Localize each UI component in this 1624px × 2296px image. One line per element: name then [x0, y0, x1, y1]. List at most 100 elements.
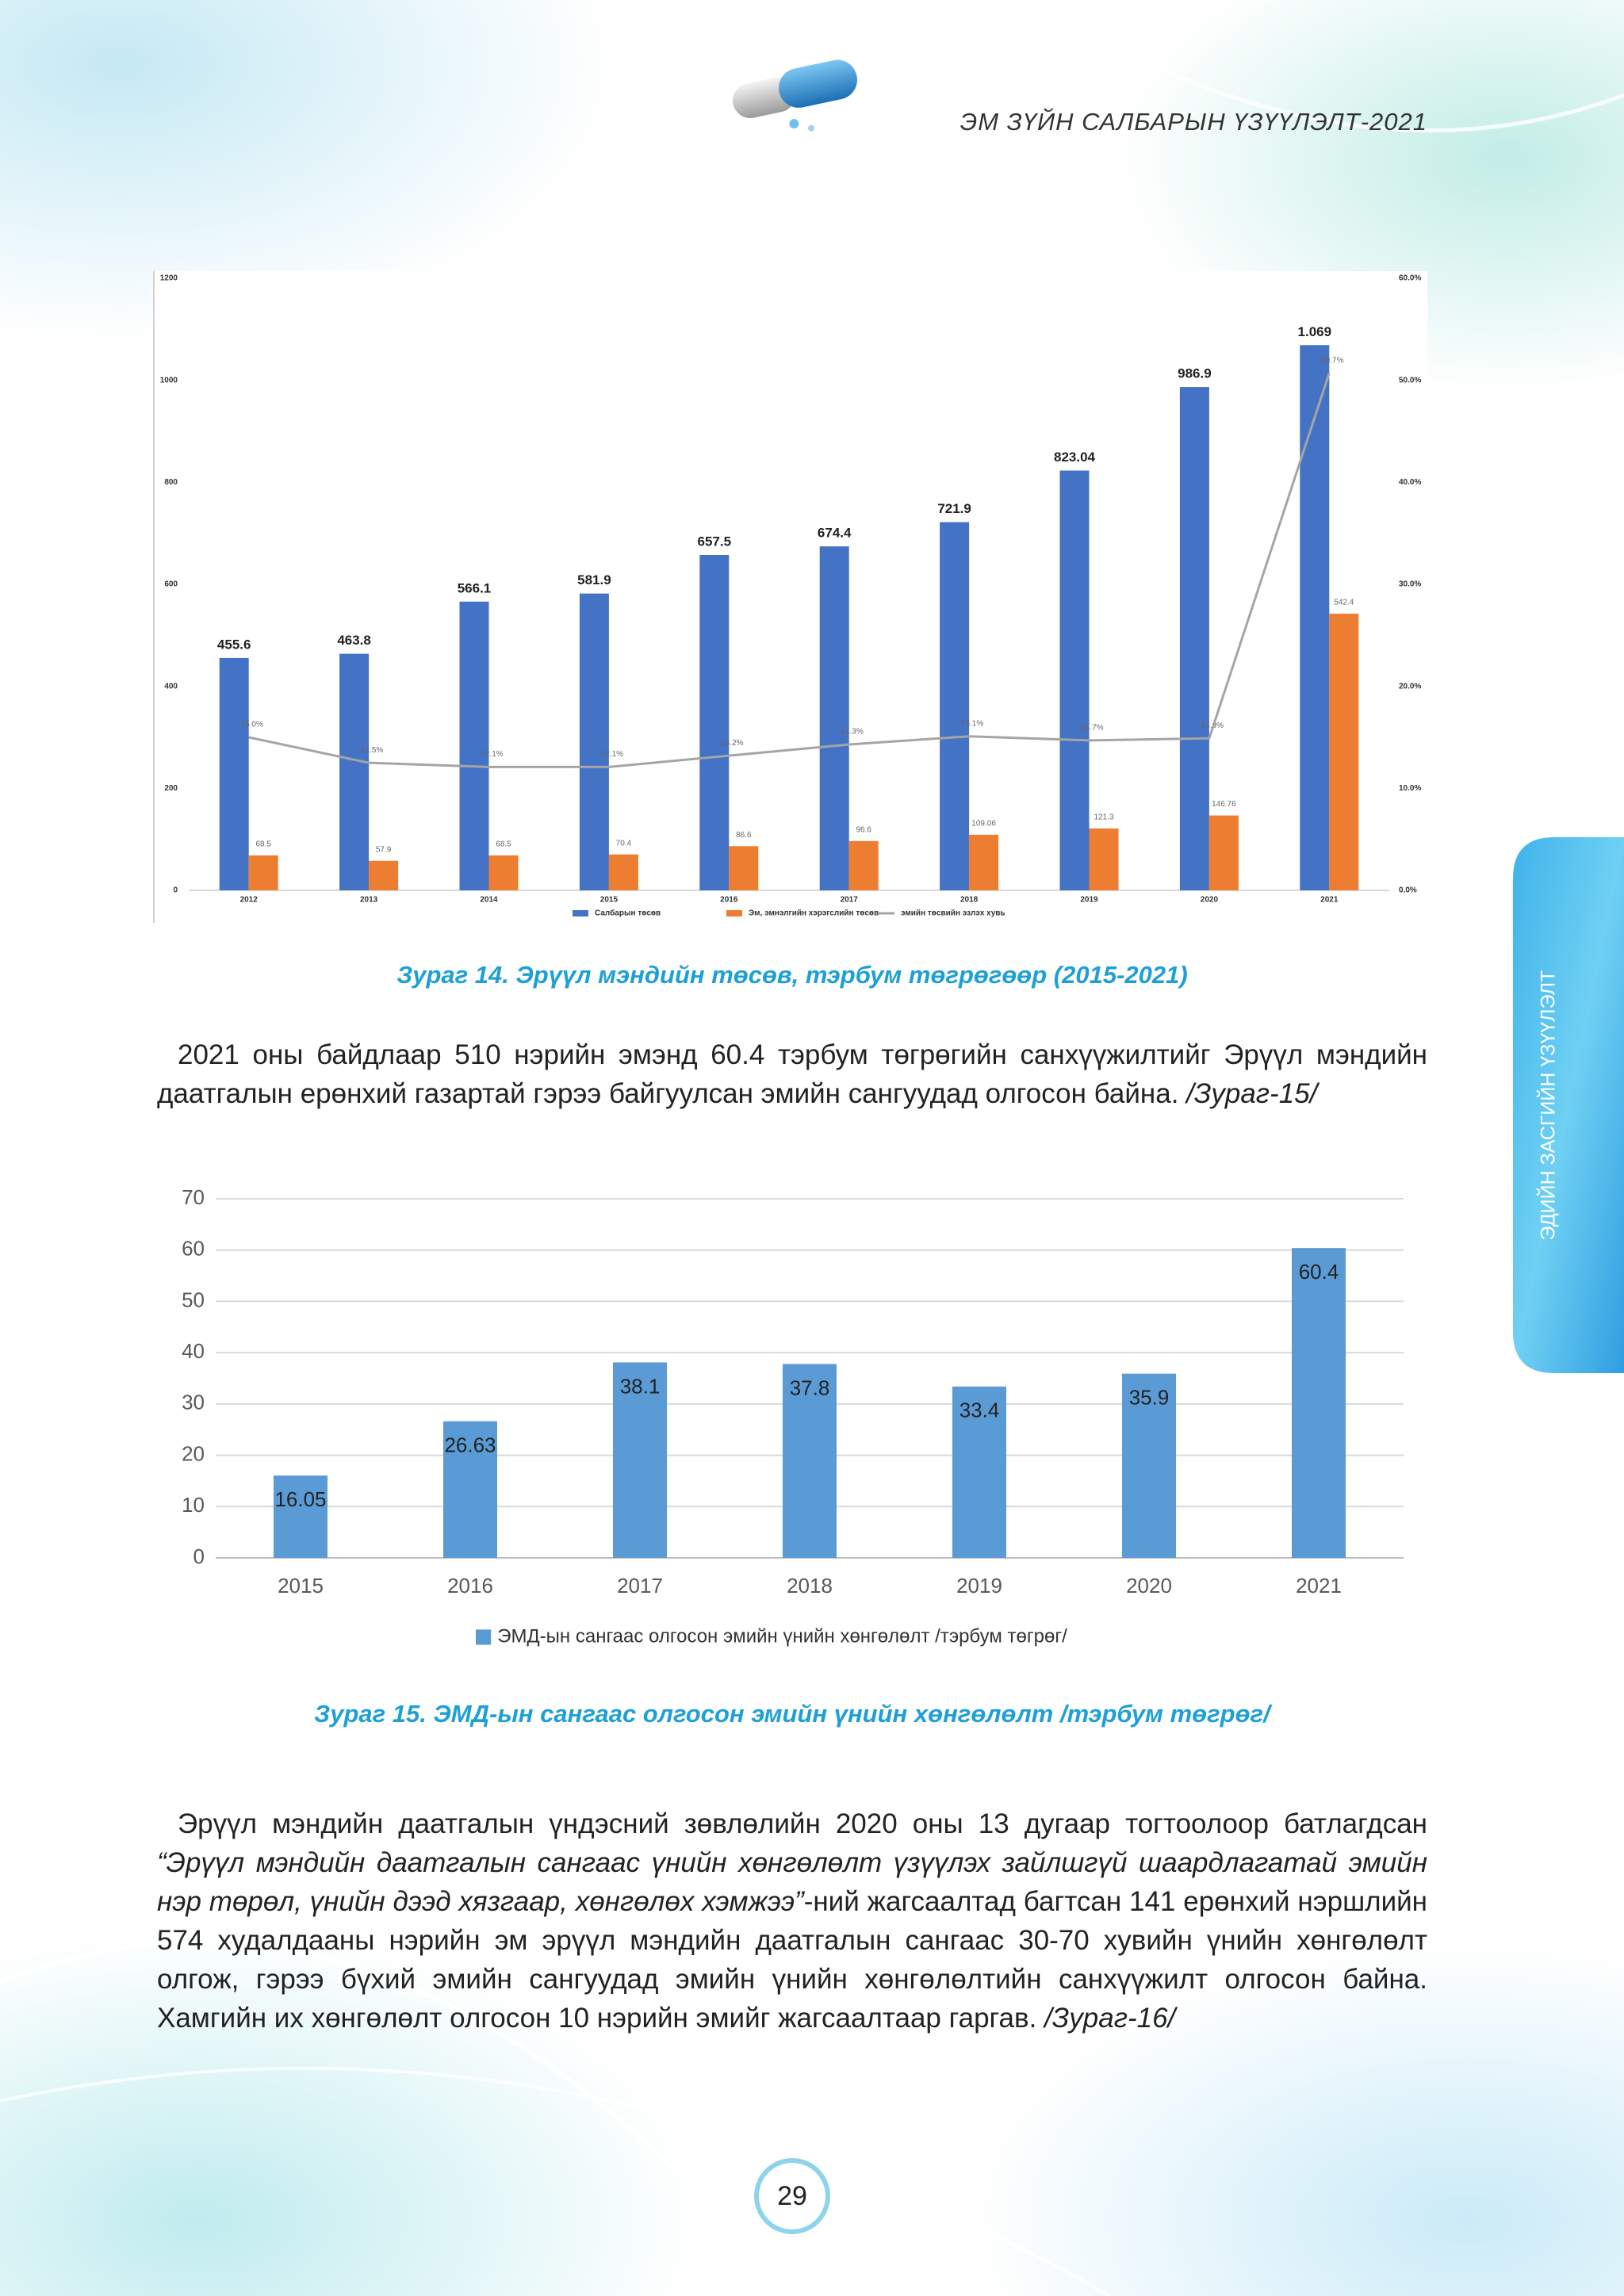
- value-label: 674.4: [818, 526, 852, 541]
- y2-tick-label: 10.0%: [1399, 784, 1421, 793]
- paragraph: 2021 оны байдлаар 510 нэрийн эмэнд 60.4 …: [157, 1035, 1427, 1113]
- value-label: 121.3: [1094, 813, 1113, 822]
- y-tick-label: 50: [182, 1288, 205, 1311]
- y-tick-label: 1000: [160, 376, 178, 385]
- x-tick-label: 2015: [278, 1574, 324, 1598]
- value-label: 986.9: [1178, 366, 1212, 381]
- figure-reference: /Зураг-15/: [1186, 1078, 1318, 1109]
- x-tick-label: 2021: [1320, 896, 1339, 905]
- value-label: 463.8: [337, 633, 371, 648]
- x-tick-label: 2016: [447, 1574, 493, 1598]
- x-tick-label: 2018: [787, 1574, 833, 1598]
- quote: “Эрүүл мэндийн даатгалын сангаас үнийн х…: [157, 1847, 1427, 1917]
- text: Эрүүл мэндийн даатгалын үндэсний зөвлөли…: [178, 1808, 1427, 1839]
- bar: [940, 522, 970, 890]
- bar: [274, 1475, 327, 1558]
- value-label: 16.05: [274, 1487, 326, 1511]
- value-label: 12.1%: [481, 750, 503, 759]
- y-tick-label: 10: [182, 1493, 205, 1517]
- value-label: 70.4: [616, 839, 632, 848]
- bar: [1329, 614, 1359, 890]
- value-label: 96.6: [856, 825, 871, 834]
- value-label: 26.63: [444, 1433, 496, 1457]
- charts: 0200400600800100012000.0%10.0%20.0%30.0%…: [160, 274, 1422, 1647]
- y2-tick-label: 50.0%: [1399, 376, 1421, 385]
- value-label: 455.6: [217, 637, 251, 652]
- bar: [1059, 470, 1090, 890]
- bar: [1300, 345, 1330, 890]
- value-label: 68.5: [496, 840, 511, 849]
- x-tick-label: 2020: [1126, 1574, 1172, 1598]
- value-label: 109.06: [971, 819, 996, 828]
- bar: [699, 555, 730, 890]
- value-label: 14.7%: [1081, 724, 1103, 733]
- x-tick-label: 2012: [240, 896, 259, 905]
- bar: [848, 840, 879, 890]
- bar: [1179, 387, 1209, 890]
- bar: [969, 834, 999, 890]
- value-label: 542.4: [1334, 599, 1354, 607]
- y-tick-label: 60: [182, 1237, 205, 1261]
- value-label: 37.8: [790, 1376, 830, 1399]
- legend-swatch: [726, 910, 742, 916]
- x-tick-label: 2013: [360, 896, 378, 905]
- legend-label: эмийн төсвийн эзлэх хувь: [901, 909, 1005, 918]
- y-tick-label: 800: [164, 478, 178, 487]
- value-label: 38.1: [620, 1374, 661, 1398]
- x-tick-label: 2021: [1296, 1574, 1342, 1598]
- bar: [819, 546, 849, 890]
- value-label: 1.069: [1298, 324, 1332, 339]
- y2-tick-label: 20.0%: [1399, 682, 1421, 691]
- value-label: 13.2%: [721, 739, 743, 748]
- x-tick-label: 2019: [956, 1574, 1002, 1598]
- value-label: 12.5%: [361, 746, 383, 755]
- decor: [0, 1939, 795, 2296]
- figure-caption: Зураг 14. Эрүүл мэндийн төсөв, тэрбум тө…: [396, 961, 1188, 989]
- value-label: 823.04: [1054, 450, 1096, 465]
- value-label: 60.4: [1299, 1260, 1339, 1284]
- value-label: 721.9: [937, 501, 971, 516]
- y-tick-label: 30: [182, 1391, 205, 1414]
- value-label: 14.3%: [841, 728, 864, 737]
- decor: [1029, 0, 1624, 132]
- y2-tick-label: 40.0%: [1399, 478, 1421, 487]
- y-tick-label: 20: [182, 1441, 205, 1465]
- value-label: 68.5: [255, 840, 271, 849]
- bar: [613, 1362, 667, 1558]
- bar: [339, 653, 370, 890]
- x-tick-label: 2020: [1201, 896, 1219, 905]
- value-label: 33.4: [959, 1399, 1000, 1422]
- figure-caption: Зураг 15. ЭМД-ын сангаас олгосон эмийн ү…: [314, 1700, 1270, 1728]
- x-tick-label: 2017: [841, 896, 859, 905]
- capsule-icon: [733, 59, 858, 132]
- value-label: 581.9: [577, 572, 611, 587]
- figure-reference: /Зураг-16/: [1044, 2003, 1176, 2034]
- y-tick-label: 600: [164, 580, 178, 589]
- value-label: 86.6: [736, 831, 752, 840]
- x-tick-label: 2018: [960, 896, 979, 905]
- x-tick-label: 2017: [617, 1574, 663, 1598]
- y-tick-label: 0: [173, 886, 178, 895]
- legend-label: Эм, эмнэлгийн хэрэгслийн төсөв: [749, 909, 879, 918]
- value-label: 657.5: [698, 534, 732, 549]
- x-tick-label: 2014: [480, 896, 498, 905]
- decor: [0, 2066, 1111, 2296]
- legend-swatch: [573, 910, 588, 916]
- value-label: 12.1%: [601, 750, 623, 759]
- value-label: 35.9: [1129, 1386, 1170, 1410]
- bar: [783, 1364, 837, 1558]
- value-label: 50.7%: [1321, 356, 1343, 365]
- text: -ний жагсаалтад багтсан 141 ерөнхий нэрш…: [157, 1886, 1428, 2034]
- y-tick-label: 1200: [160, 274, 178, 283]
- legend-label: ЭМД-ын сангаас олгосон эмийн үнийн хөнгө…: [497, 1625, 1067, 1647]
- paragraph: Эрүүл мэндийн даатгалын үндэсний зөвлөли…: [157, 1804, 1427, 2038]
- bar: [443, 1421, 497, 1558]
- bar: [608, 854, 638, 890]
- y2-tick-label: 0.0%: [1399, 886, 1417, 895]
- legend-swatch: [476, 1629, 492, 1645]
- side-tab-label: ЭДИЙН ЗАСГИЙН ҮЗҮҮЛЭЛТ: [1536, 970, 1560, 1241]
- y2-tick-label: 30.0%: [1399, 580, 1421, 589]
- bar: [952, 1386, 1006, 1558]
- x-tick-label: 2019: [1080, 896, 1098, 905]
